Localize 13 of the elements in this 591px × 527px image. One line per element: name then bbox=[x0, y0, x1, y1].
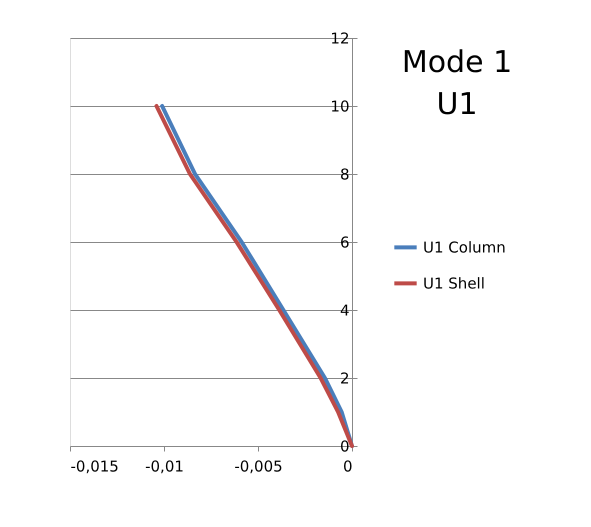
y-tick-label: 4 bbox=[340, 302, 350, 320]
x-tick-label: -0,01 bbox=[145, 458, 184, 476]
legend-label: U1 Shell bbox=[423, 274, 485, 292]
y-tick-label: 0 bbox=[340, 438, 350, 456]
legend-label: U1 Column bbox=[423, 238, 506, 256]
y-tick-label: 6 bbox=[340, 234, 350, 252]
x-tick-label: -0,005 bbox=[234, 458, 283, 476]
x-tick-label: -0,015 bbox=[70, 458, 119, 476]
y-tick-label: 8 bbox=[340, 166, 350, 184]
y-tick-label: 12 bbox=[330, 30, 350, 48]
y-tick-label: 10 bbox=[330, 98, 350, 116]
y-tick-label: 2 bbox=[340, 370, 350, 388]
text: Mode 1 U1 bbox=[402, 45, 512, 122]
